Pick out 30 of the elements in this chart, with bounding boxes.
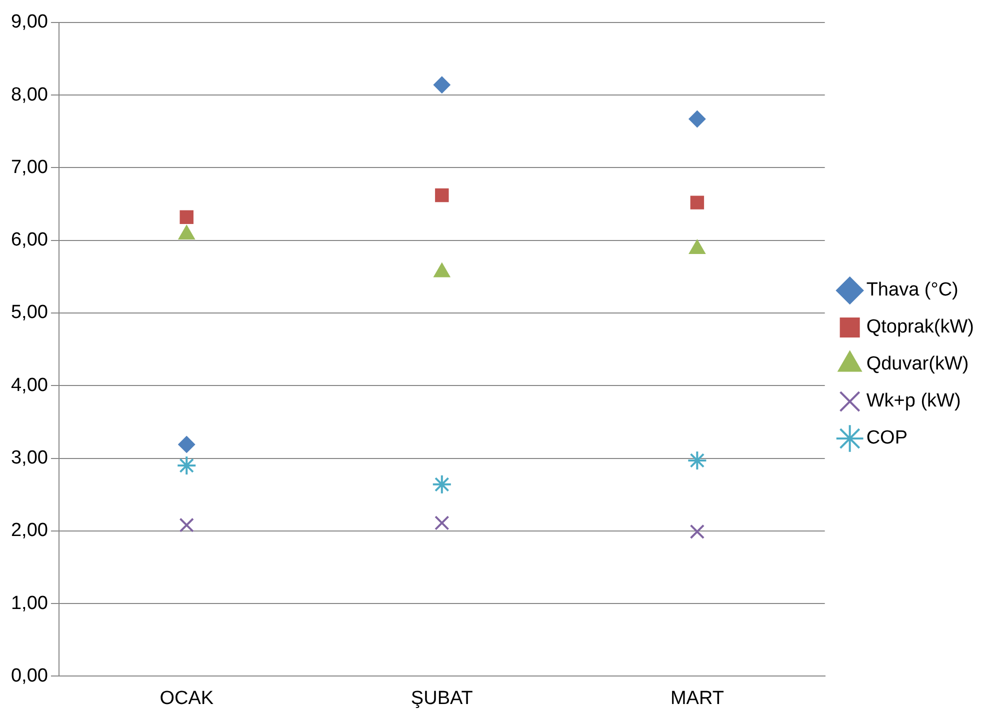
point xyxy=(180,210,194,224)
y-tick-label: 0,00 xyxy=(10,665,48,686)
point xyxy=(688,110,706,128)
y-tick-label: 3,00 xyxy=(10,448,48,468)
y-tick-label: 1,00 xyxy=(10,592,48,614)
x-tick-label: MART xyxy=(670,688,724,709)
legend-label: Qduvar(kW) xyxy=(866,354,969,375)
point xyxy=(690,524,705,539)
x-tick-label: ŞUBAT xyxy=(410,688,474,709)
y-tick-label: 7,00 xyxy=(10,156,48,178)
point xyxy=(432,474,452,494)
point xyxy=(435,188,449,202)
legend-label: COP xyxy=(866,428,908,449)
y-tick-label: 2,00 xyxy=(10,520,48,542)
x-tick-label: OCAK xyxy=(160,688,214,709)
point xyxy=(178,436,196,453)
y-tick-label: 9,00 xyxy=(10,12,48,33)
legend-label: Qtoprak(kW) xyxy=(866,316,974,338)
y-tick-label: 5,00 xyxy=(10,302,48,324)
point xyxy=(176,456,197,476)
point xyxy=(433,76,450,94)
legend-label: Wk+p (kW) xyxy=(866,390,961,412)
point xyxy=(687,450,708,470)
point xyxy=(690,196,704,210)
legend-label: Thava (°C) xyxy=(866,280,958,301)
y-tick-label: 4,00 xyxy=(10,374,48,396)
y-tick-label: 8,00 xyxy=(10,84,48,106)
point xyxy=(179,518,194,532)
y-tick-label: 6,00 xyxy=(10,230,48,251)
point xyxy=(434,516,450,530)
